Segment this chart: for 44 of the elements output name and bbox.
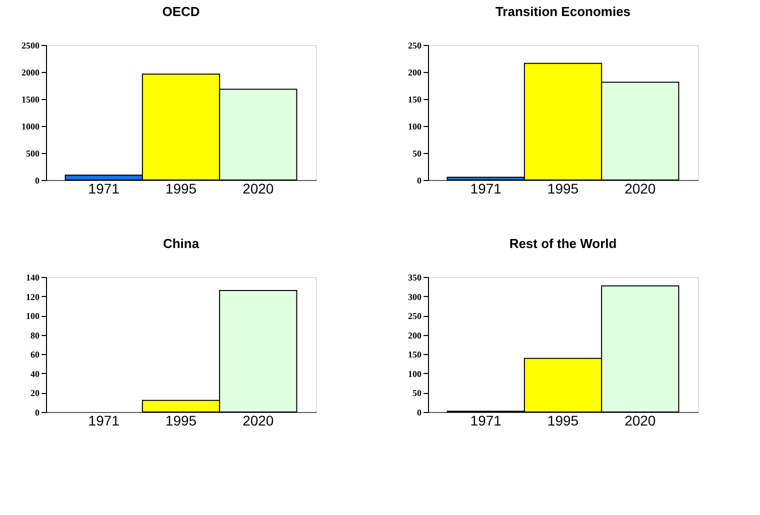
y-tick-label: 60 (30, 350, 40, 360)
y-tick-label: 100 (408, 368, 422, 379)
chart-title: Transition Economies (495, 4, 631, 19)
y-tick-label: 1500 (22, 94, 40, 104)
x-tick-label: 1971 (470, 412, 502, 428)
y-tick-label: 150 (408, 94, 422, 104)
x-tick-label: 1971 (88, 412, 120, 428)
y-tick-label: 2500 (22, 40, 40, 50)
y-tick-label: 80 (30, 330, 40, 340)
y-tick-label: 0 (35, 176, 40, 186)
y-tick-label: 50 (412, 388, 422, 398)
x-tick-label: 2020 (624, 412, 656, 428)
chart-title: Rest of the World (509, 236, 617, 251)
x-tick-label: 2020 (624, 180, 656, 196)
x-tick-label: 2020 (242, 180, 274, 196)
y-tick-label: 100 (26, 311, 40, 322)
y-tick-label: 120 (26, 292, 40, 302)
y-tick-label: 1000 (22, 122, 40, 132)
y-tick-label: 50 (412, 148, 422, 158)
y-tick-label: 200 (408, 330, 422, 340)
y-tick-label: 140 (26, 272, 40, 282)
y-tick-label: 20 (30, 388, 40, 398)
x-tick-label: 1995 (165, 180, 197, 196)
y-tick-label: 0 (417, 408, 422, 418)
x-tick-label: 1971 (470, 180, 502, 196)
y-tick-label: 150 (408, 350, 422, 360)
y-tick-label: 250 (408, 311, 422, 322)
x-tick-label: 1971 (88, 180, 120, 196)
x-tick-label: 1995 (547, 412, 579, 428)
y-tick-label: 300 (408, 292, 422, 302)
x-tick-label: 2020 (242, 412, 274, 428)
y-tick-label: 40 (30, 368, 40, 379)
y-tick-label: 500 (26, 148, 40, 158)
x-tick-label: 1995 (547, 180, 579, 196)
x-tick-label: 1995 (165, 412, 197, 428)
y-tick-label: 0 (417, 176, 422, 186)
chart-title: China (162, 236, 200, 251)
y-tick-label: 250 (408, 40, 422, 50)
y-tick-label: 100 (408, 122, 422, 132)
y-tick-label: 2000 (22, 68, 40, 78)
y-tick-label: 200 (408, 68, 422, 78)
chart-title: OECD (162, 4, 200, 19)
y-tick-label: 350 (408, 272, 422, 282)
y-tick-label: 0 (35, 408, 40, 418)
